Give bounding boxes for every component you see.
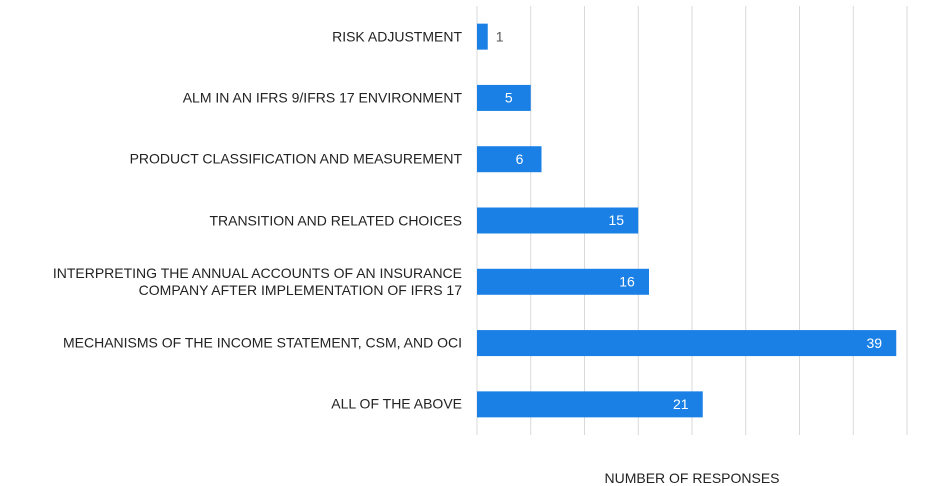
bar [477,84,531,111]
bar [477,268,649,295]
category-label: PRODUCT CLASSIFICATION AND MEASUREMENT [129,150,462,167]
category-label: INTERPRETING THE ANNUAL ACCOUNTS OF AN I… [52,264,462,298]
data-label: 1 [496,28,504,44]
bar [477,330,897,357]
category-label: ALL OF THE ABOVE [331,395,462,412]
data-label: 5 [505,90,513,106]
bar [477,207,639,234]
bar [477,391,703,418]
category-label: RISK ADJUSTMENT [332,28,462,45]
category-label: TRANSITION AND RELATED CHOICES [209,212,462,228]
category-label: ALM IN AN IFRS 9/IFRS 17 ENVIRONMENT [182,89,462,106]
data-label: 39 [866,335,882,351]
category-label: MECHANISMS OF THE INCOME STATEMENT, CSM,… [62,334,462,351]
data-label: 15 [608,212,624,228]
bar [477,146,542,173]
bar [477,23,488,50]
data-label: 16 [619,273,635,289]
x-axis-title: NUMBER OF RESPONSES [604,470,780,486]
data-label: 6 [516,151,524,167]
data-label: 21 [673,396,689,412]
